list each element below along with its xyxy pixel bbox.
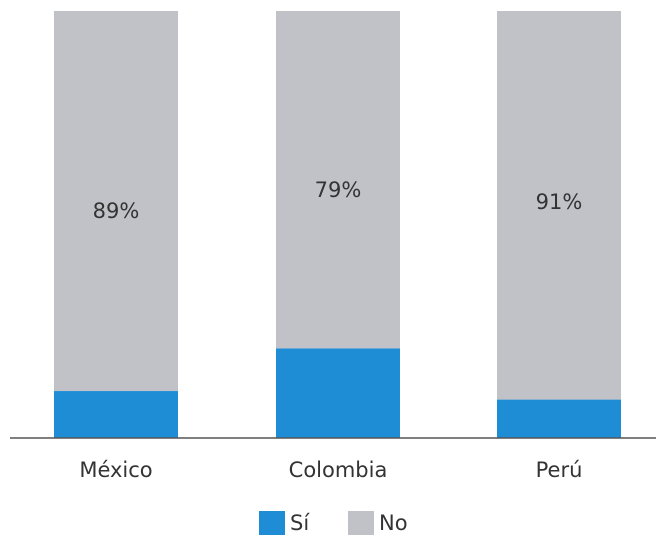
bar-colombia-si bbox=[276, 348, 400, 438]
legend: Sí No bbox=[259, 511, 408, 535]
data-label-peru: 91% bbox=[536, 190, 583, 214]
bars-group: 89% 79% 91% bbox=[54, 11, 621, 438]
data-label-mexico: 89% bbox=[93, 199, 140, 223]
legend-swatch-si bbox=[259, 511, 285, 535]
category-label-peru: Perú bbox=[536, 458, 583, 482]
legend-swatch-no bbox=[348, 511, 374, 535]
bar-mexico-no bbox=[54, 11, 178, 392]
bar-peru-si bbox=[497, 399, 621, 438]
bar-peru-no bbox=[497, 11, 621, 400]
bar-colombia-no bbox=[276, 11, 400, 349]
category-labels: México Colombia Perú bbox=[79, 458, 582, 482]
category-label-colombia: Colombia bbox=[289, 458, 388, 482]
legend-label-no: No bbox=[379, 511, 408, 535]
data-label-colombia: 79% bbox=[315, 178, 362, 202]
bar-mexico-si bbox=[54, 391, 178, 438]
category-label-mexico: México bbox=[79, 458, 152, 482]
legend-label-si: Sí bbox=[290, 511, 310, 535]
